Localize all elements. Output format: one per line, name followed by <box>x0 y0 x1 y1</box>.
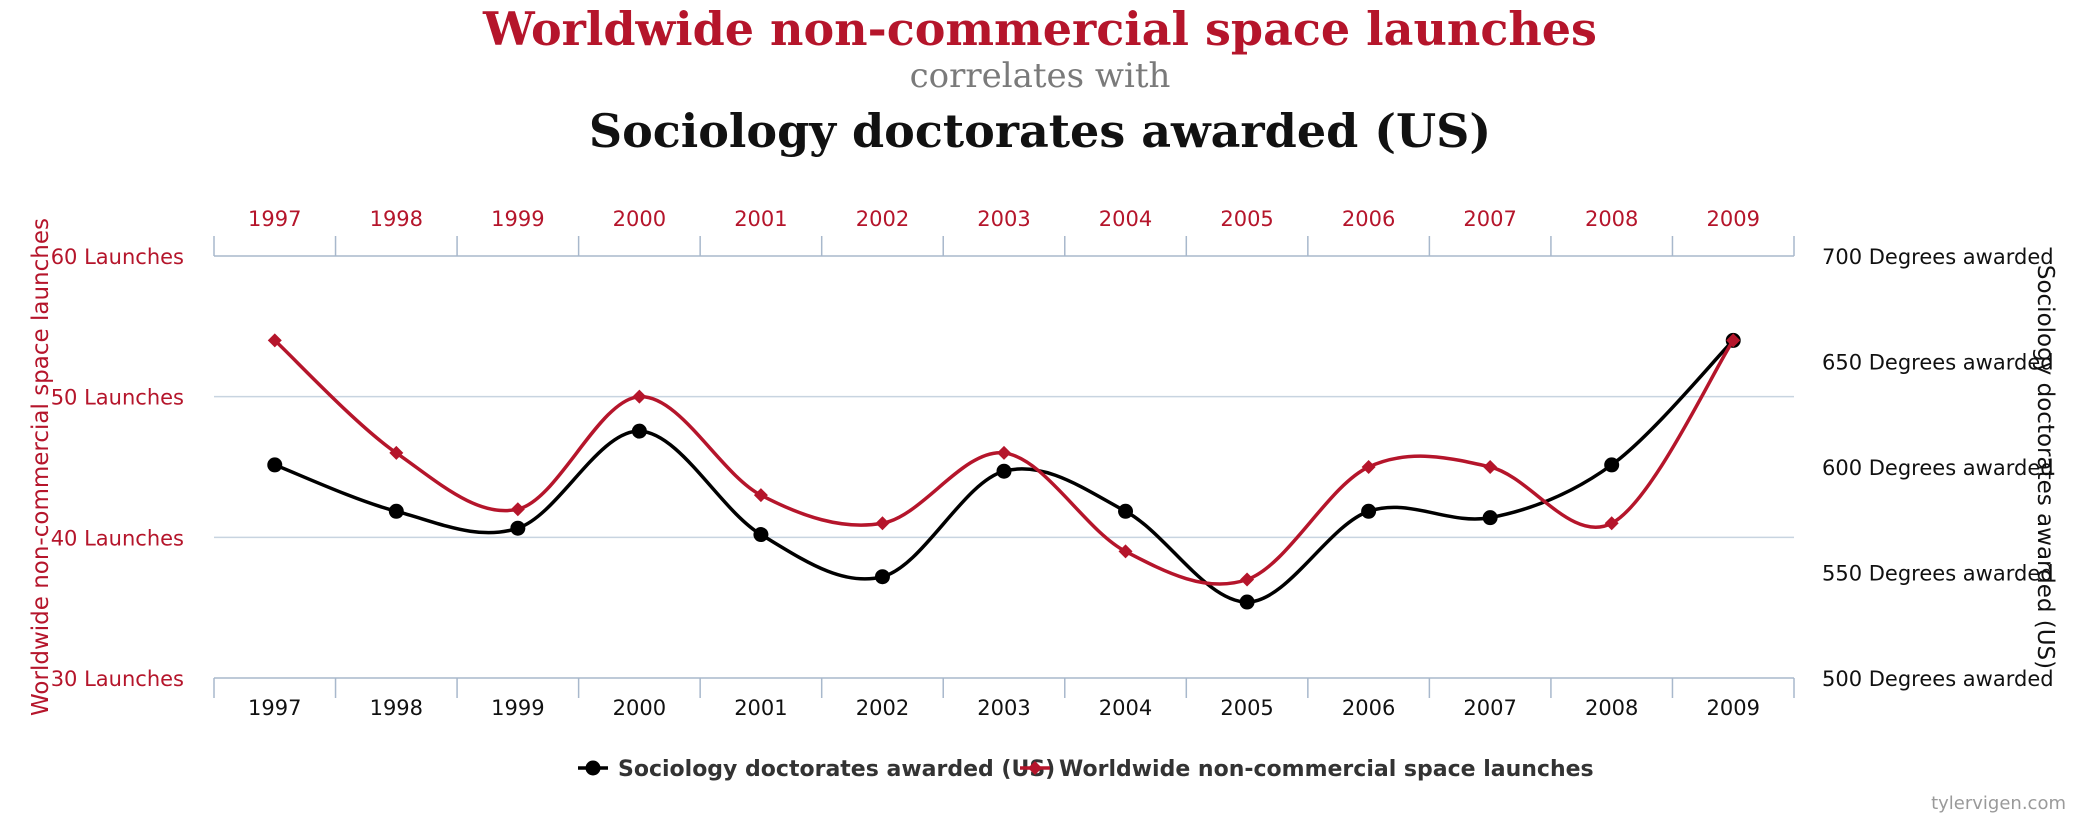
x-tick-label-top: 2009 <box>1707 207 1760 231</box>
data-point-doctorates <box>996 463 1012 479</box>
x-tick-label-bottom: 2006 <box>1342 696 1395 720</box>
data-point-launches <box>1726 333 1741 348</box>
data-point-doctorates <box>631 423 647 439</box>
legend-marker-doctorates <box>585 760 601 776</box>
data-point-launches <box>267 333 282 348</box>
x-tick-label-bottom: 2000 <box>613 696 666 720</box>
x-tick-label-bottom: 2002 <box>856 696 909 720</box>
data-point-doctorates <box>1239 594 1255 610</box>
data-point-doctorates <box>267 457 283 473</box>
right-tick-label: 600 Degrees awarded <box>1822 456 2054 480</box>
data-point-launches <box>632 389 647 404</box>
x-tick-label-bottom: 2009 <box>1707 696 1760 720</box>
x-tick-label-bottom: 2008 <box>1585 696 1638 720</box>
x-tick-label-top: 2005 <box>1220 207 1273 231</box>
x-tick-label-top: 2006 <box>1342 207 1395 231</box>
chart-title: Worldwide non-commercial space launches <box>483 2 1597 56</box>
data-point-doctorates <box>388 503 404 519</box>
data-point-doctorates <box>1482 510 1498 526</box>
data-point-launches <box>389 445 404 460</box>
data-point-launches <box>997 445 1011 460</box>
legend-label-doctorates: Sociology doctorates awarded (US) <box>618 757 1055 782</box>
x-tick-label-top: 2008 <box>1585 207 1638 231</box>
data-point-launches <box>1118 544 1133 559</box>
data-point-launches <box>875 516 890 531</box>
data-point-launches <box>1361 460 1376 474</box>
x-tick-label-bottom: 2003 <box>977 696 1030 720</box>
x-tick-label-bottom: 2005 <box>1220 696 1273 720</box>
chart-second-title: Sociology doctorates awarded (US) <box>588 104 1492 158</box>
data-point-doctorates <box>874 569 890 585</box>
x-tick-label-top: 2001 <box>734 207 787 231</box>
x-tick-label-top: 2007 <box>1463 207 1516 231</box>
x-tick-label-bottom: 2001 <box>734 696 787 720</box>
x-tick-label-top: 1998 <box>370 207 423 231</box>
right-tick-label: 500 Degrees awarded <box>1822 667 2054 691</box>
x-tick-label-bottom: 1998 <box>370 696 423 720</box>
x-tick-label-bottom: 2004 <box>1099 696 1152 720</box>
left-tick-label: 40 Launches <box>51 526 184 550</box>
left-tick-label: 50 Launches <box>51 386 184 410</box>
data-point-doctorates <box>510 520 526 536</box>
data-point-launches <box>1483 460 1498 474</box>
right-tick-label: 550 Degrees awarded <box>1822 562 2054 586</box>
left-axis-title: Worldwide non-commercial space launches <box>28 218 54 716</box>
x-tick-label-top: 1999 <box>491 207 544 231</box>
legend-label-launches: Worldwide non-commercial space launches <box>1059 757 1594 782</box>
data-point-doctorates <box>753 527 769 543</box>
right-tick-label: 700 Degrees awarded <box>1822 245 2054 269</box>
data-point-launches <box>1604 516 1619 531</box>
left-tick-label: 60 Launches <box>51 245 184 269</box>
legend: Sociology doctorates awarded (US) Worldwi… <box>578 757 1594 782</box>
data-point-doctorates <box>1604 457 1620 473</box>
left-tick-label: 30 Launches <box>51 667 184 691</box>
x-tick-label-top: 2004 <box>1099 207 1152 231</box>
x-tick-label-top: 2002 <box>856 207 909 231</box>
x-tick-label-bottom: 2007 <box>1463 696 1516 720</box>
x-tick-label-top: 2000 <box>613 207 666 231</box>
data-point-doctorates <box>1361 503 1377 519</box>
x-tick-label-bottom: 1997 <box>248 696 301 720</box>
data-point-launches <box>753 488 768 503</box>
right-axis-title: Sociology doctorates awarded (US) <box>2032 265 2058 669</box>
data-point-launches <box>1240 572 1255 587</box>
series-line-launches <box>273 339 1735 586</box>
data-point-launches <box>510 502 525 517</box>
right-tick-label: 650 Degrees awarded <box>1822 351 2054 375</box>
x-tick-label-top: 2003 <box>977 207 1030 231</box>
legend-marker-launches <box>1028 761 1042 775</box>
x-tick-label-top: 1997 <box>248 207 301 231</box>
data-point-doctorates <box>1118 503 1134 519</box>
credit-link[interactable]: tylervigen.com <box>1931 793 2066 814</box>
x-tick-label-bottom: 1999 <box>491 696 544 720</box>
chart-subtitle: correlates with <box>909 56 1171 96</box>
